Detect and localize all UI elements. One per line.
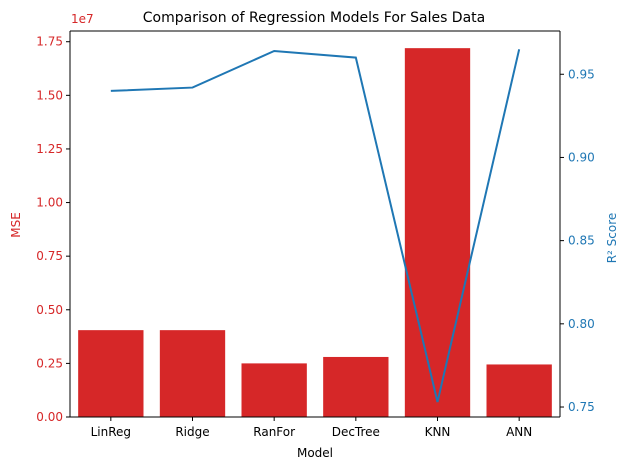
bars-group [78, 48, 552, 418]
x-tick-label: DecTree [332, 425, 380, 439]
right-axis-ticks: 0.75 0.80 0.85 0.90 0.95 [560, 67, 595, 414]
left-tick-label: 1.25 [36, 142, 63, 156]
bar-ridge [159, 330, 226, 417]
x-tick-label: RanFor [253, 425, 295, 439]
r2-line [110, 49, 521, 403]
bar-dectree [323, 356, 389, 417]
right-tick-label: 0.95 [568, 67, 595, 81]
x-tick-label: KNN [425, 425, 451, 439]
x-axis-ticks: LinReg Ridge RanFor DecTree KNN ANN [91, 417, 532, 439]
x-axis-label: Model [297, 446, 333, 460]
left-tick-label: 0.75 [36, 249, 63, 263]
y2-axis-label: R² Score [605, 213, 619, 264]
y-axis-label: MSE [9, 212, 23, 238]
x-tick-label: Ridge [175, 425, 209, 439]
left-tick-label: 1.75 [36, 35, 63, 49]
x-tick-label: ANN [506, 425, 532, 439]
bar-ranfor [241, 363, 307, 417]
bar-ann [486, 364, 552, 417]
bar-linreg [78, 330, 144, 417]
x-tick-label: LinReg [91, 425, 131, 439]
left-tick-label: 0.50 [36, 303, 63, 317]
right-tick-label: 0.85 [568, 234, 595, 248]
left-tick-label: 1.00 [36, 196, 63, 210]
chart-title: Comparison of Regression Models For Sale… [143, 10, 486, 26]
left-tick-label: 0.25 [36, 356, 63, 370]
left-axis-ticks: 0.00 0.25 0.50 0.75 1.00 1.25 1.50 1.75 [36, 35, 70, 424]
right-tick-label: 0.80 [568, 317, 595, 331]
left-tick-label: 0.00 [36, 410, 63, 424]
bar-knn [404, 48, 471, 418]
right-tick-label: 0.75 [568, 400, 595, 414]
left-tick-label: 1.50 [36, 88, 63, 102]
right-tick-label: 0.90 [568, 150, 595, 164]
left-axis-multiplier: 1e7 [71, 12, 94, 26]
